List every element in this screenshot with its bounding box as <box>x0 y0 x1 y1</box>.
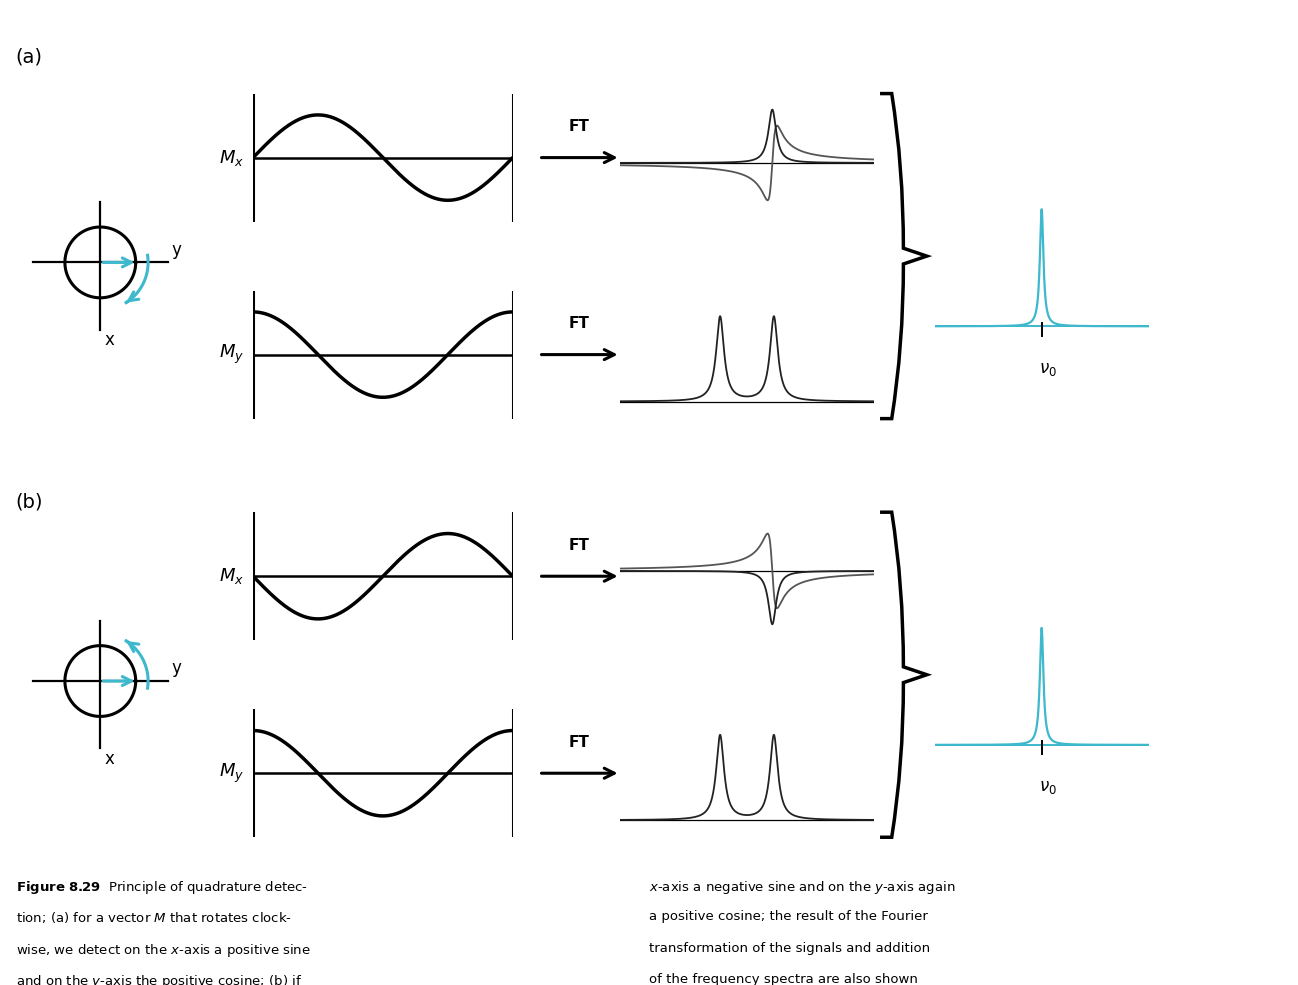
Text: FT: FT <box>569 735 591 750</box>
Text: x: x <box>105 331 114 350</box>
Text: FT: FT <box>569 538 591 553</box>
Text: transformation of the signals and addition: transformation of the signals and additi… <box>649 942 931 954</box>
Text: $M_x$: $M_x$ <box>219 566 244 586</box>
Text: $\nu_0$: $\nu_0$ <box>1040 778 1057 796</box>
Text: a positive cosine; the result of the Fourier: a positive cosine; the result of the Fou… <box>649 910 928 923</box>
Text: wise, we detect on the $x$-axis a positive sine: wise, we detect on the $x$-axis a positi… <box>16 942 310 958</box>
Text: (a): (a) <box>16 47 43 66</box>
Text: FT: FT <box>569 316 591 331</box>
Text: y: y <box>171 660 180 678</box>
Text: $\mathbf{Figure\ 8.29}$  Principle of quadrature detec-: $\mathbf{Figure\ 8.29}$ Principle of qua… <box>16 879 308 895</box>
Text: $M_y$: $M_y$ <box>219 343 244 366</box>
Text: $\nu_0$: $\nu_0$ <box>1040 360 1057 377</box>
Text: (b): (b) <box>16 492 43 511</box>
Text: and on the $y$-axis the positive cosine; (b) if: and on the $y$-axis the positive cosine;… <box>16 973 301 985</box>
Text: of the frequency spectra are also shown: of the frequency spectra are also shown <box>649 973 918 985</box>
Text: x: x <box>105 750 114 768</box>
Text: tion; (a) for a vector $\mathbf{\mathit{M}}$ that rotates clock-: tion; (a) for a vector $\mathbf{\mathit{… <box>16 910 292 925</box>
Text: $M_x$: $M_x$ <box>219 148 244 167</box>
Text: y: y <box>171 241 180 259</box>
Text: $M_y$: $M_y$ <box>219 761 244 785</box>
Text: FT: FT <box>569 119 591 134</box>
Text: $x$-axis a negative sine and on the $y$-axis again: $x$-axis a negative sine and on the $y$-… <box>649 879 955 895</box>
